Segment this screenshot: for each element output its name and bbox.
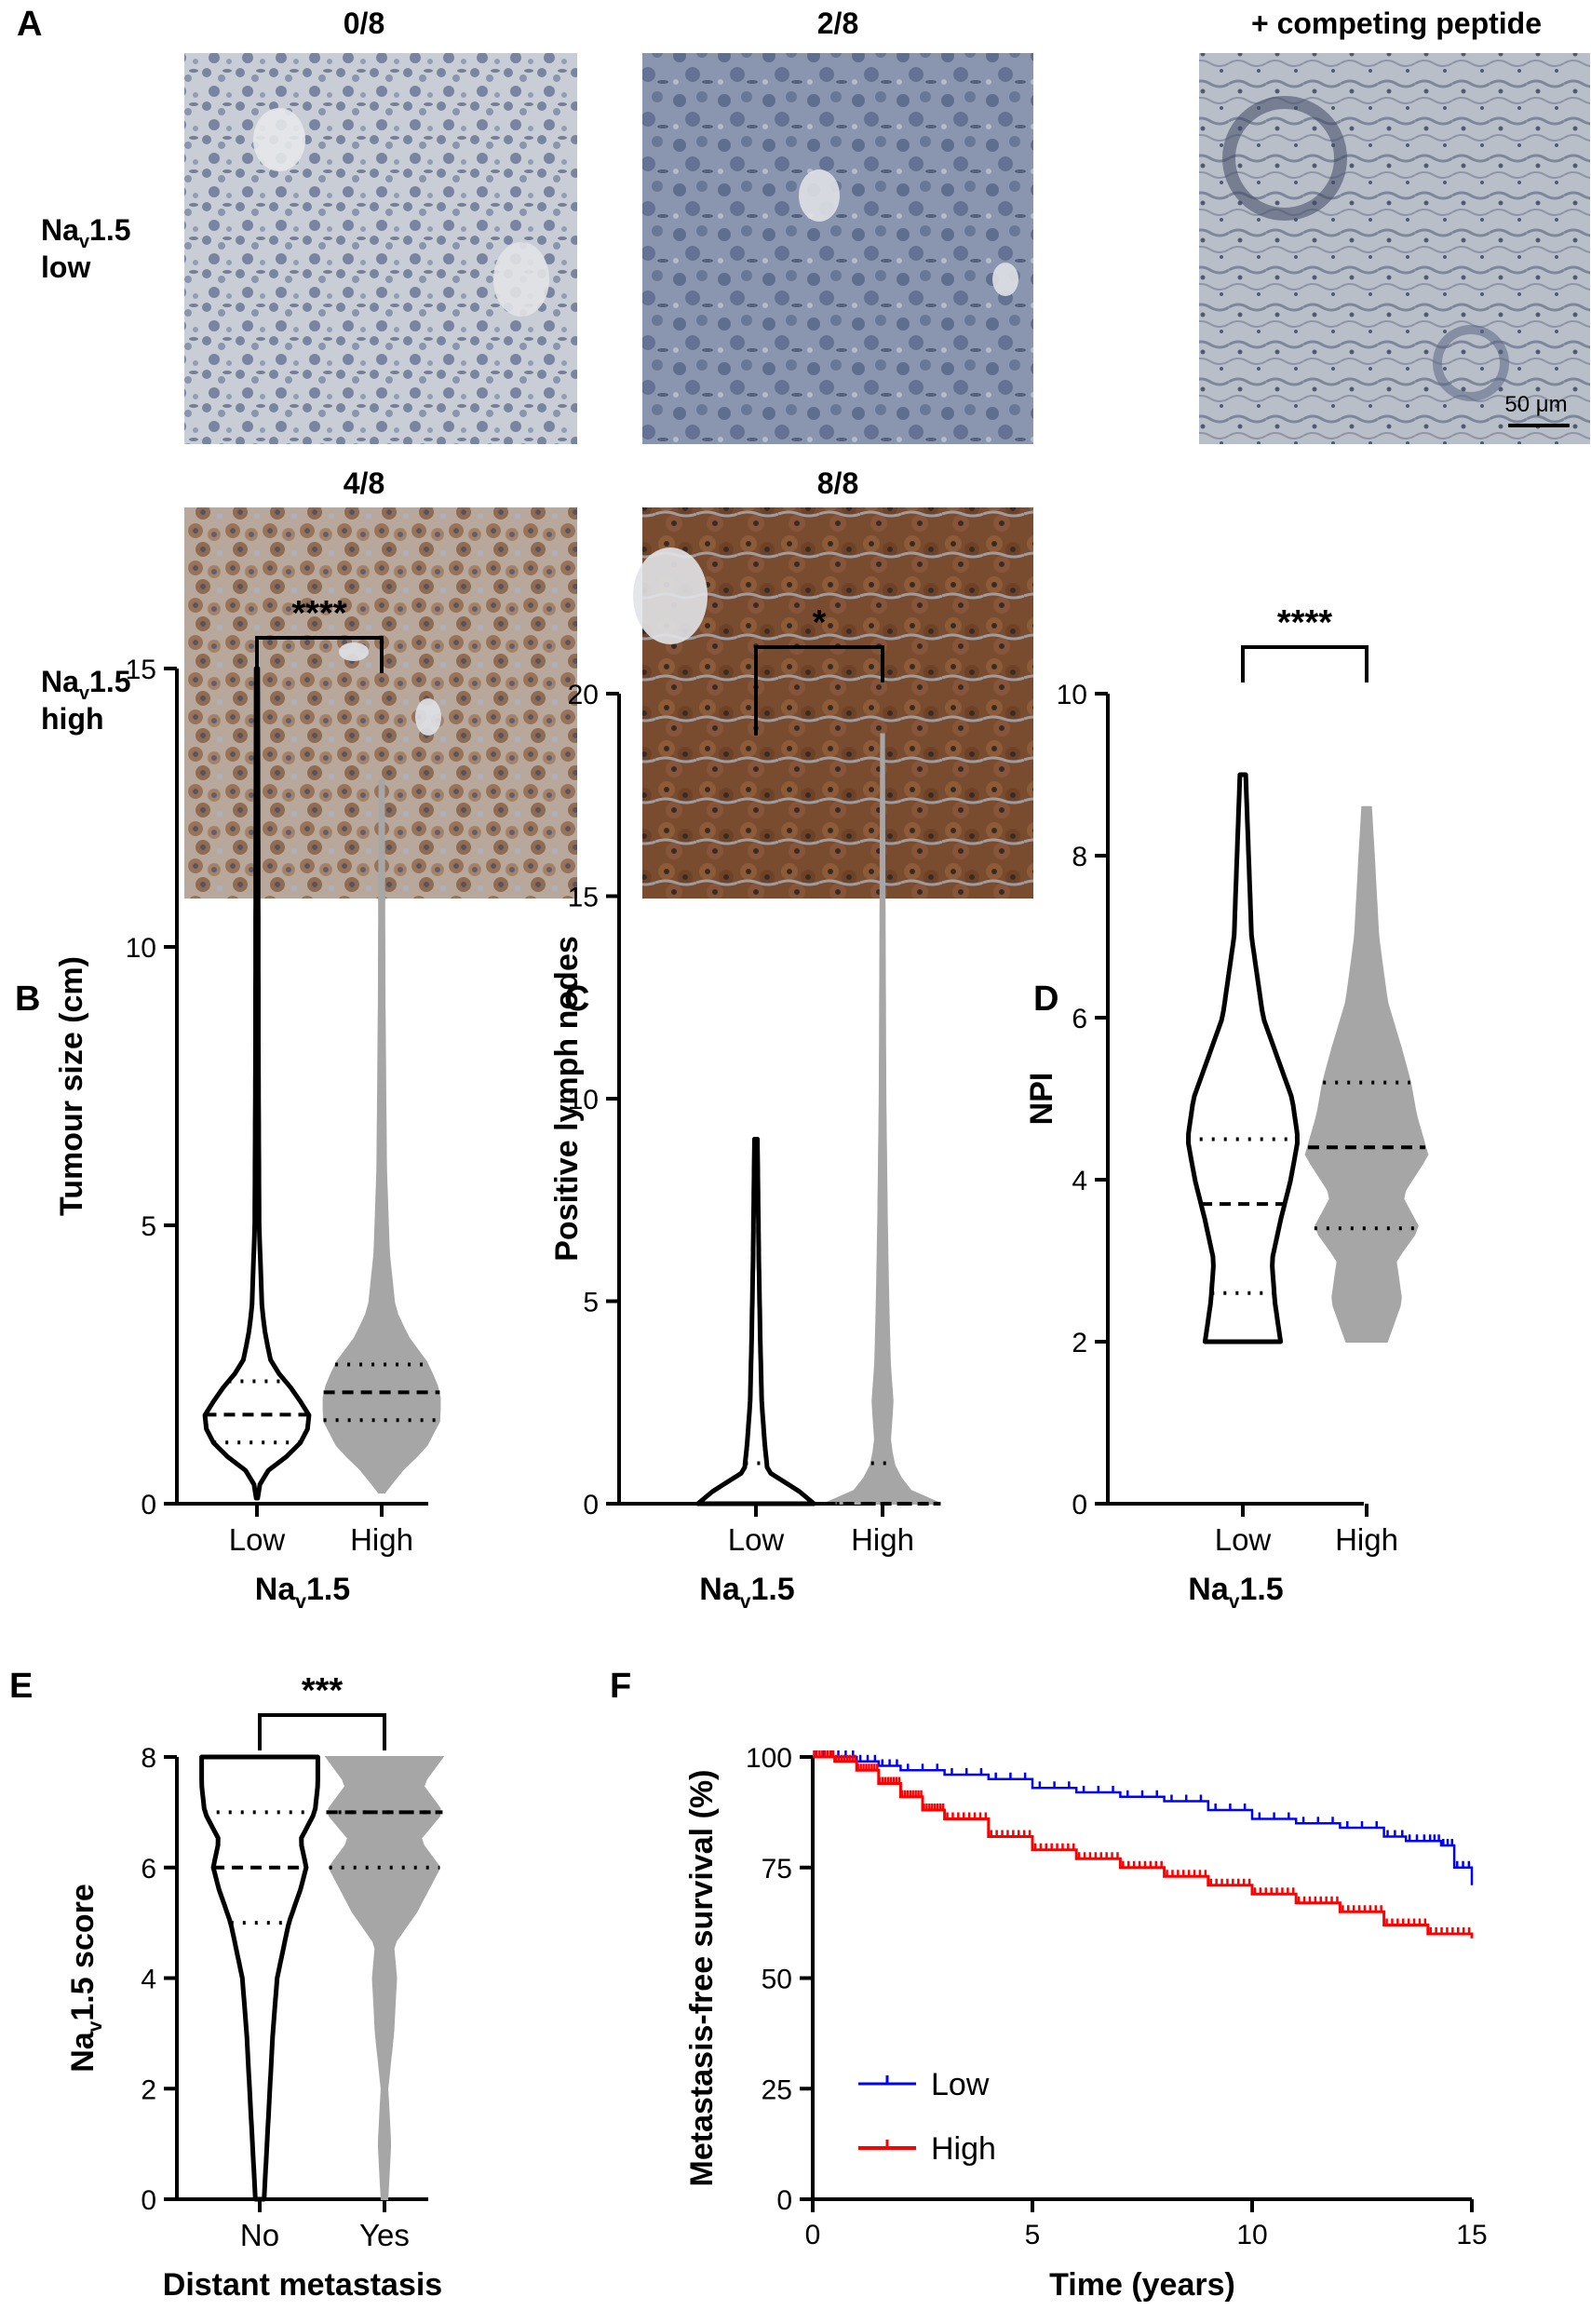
significance-bracket-b — [255, 636, 384, 673]
violin-high — [1304, 805, 1429, 1343]
x-tick-label: Low — [229, 1522, 286, 1557]
scale-bar — [1508, 424, 1570, 427]
x-tick-label: High — [1335, 1522, 1398, 1557]
ihc-image-2-8 — [642, 53, 1033, 444]
y-tick-label: 10 — [1057, 680, 1087, 710]
y-tick-label: 25 — [762, 2074, 792, 2105]
y-axis-label-b: Tumour size (cm) — [54, 956, 89, 1216]
x-axis-label-b: Nav1.5 — [255, 1572, 350, 1613]
y-axis-label-e: Nav1.5 score — [65, 1884, 106, 2073]
x-tick-label: High — [851, 1522, 914, 1557]
y-tick-label: 10 — [568, 1085, 599, 1115]
chart-c-lymph-nodes: C 0 5 10 15 20 Low High Nav1.5 Positive lymph nod… — [549, 603, 941, 1613]
significance-label-e: *** — [302, 1671, 344, 1710]
y-axis-label-c: Positive lymph nodes — [549, 936, 585, 1262]
image-title-4-8: 4/8 — [344, 466, 384, 500]
ihc-image-competing-peptide — [1199, 53, 1590, 444]
x-tick-label: 10 — [1236, 2220, 1267, 2250]
survival-curve-high — [813, 1755, 1474, 1939]
panel-letter-f: F — [610, 1667, 631, 1706]
row-label-low: Nav1.5 low — [41, 213, 139, 284]
x-axis-label-e: Distant metastasis — [163, 2267, 442, 2303]
chart-d-npi: D 0 2 4 6 8 10 Low High Nav1.5 NPI **** — [1024, 603, 1429, 1613]
y-tick-label: 2 — [1072, 1328, 1087, 1358]
x-axis-label-c: Nav1.5 — [699, 1572, 794, 1613]
panel-letter-d: D — [1033, 980, 1058, 1019]
x-tick-label: 15 — [1456, 2220, 1487, 2250]
image-title-0-8: 0/8 — [344, 7, 384, 40]
violin-low — [695, 1137, 816, 1507]
chart-f-survival: F 0 25 50 75 100 0 5 10 15 Time (years) Metastasis-… — [610, 1667, 1488, 2303]
x-tick-label: No — [240, 2218, 279, 2252]
panel-letter-b: B — [15, 980, 40, 1019]
y-tick-label: 8 — [1072, 842, 1087, 872]
ihc-image-8-8 — [642, 507, 1033, 899]
y-axis-label-f: Metastasis-free survival (%) — [684, 1770, 720, 2187]
y-tick-label: 6 — [141, 1854, 156, 1885]
significance-label-d: **** — [1277, 603, 1332, 642]
violin-high — [824, 733, 941, 1505]
row-label-high: Nav1.5 high — [41, 665, 139, 736]
y-tick-label: 75 — [762, 1854, 792, 1885]
x-tick-label: 0 — [805, 2220, 821, 2250]
survival-curve-low — [813, 1755, 1474, 1885]
y-tick-label: 0 — [776, 2185, 792, 2216]
x-axis-label-f: Time (years) — [1049, 2267, 1235, 2303]
panel-letter-e: E — [9, 1667, 33, 1706]
panel-letter-c: C — [564, 980, 589, 1019]
y-tick-label: 5 — [141, 1211, 156, 1242]
legend-label-high: High — [931, 2131, 996, 2167]
image-title-8-8: 8/8 — [817, 466, 858, 500]
panel-a: A 0/8 2/8 + competing peptide 4/8 8/8 50… — [17, 5, 1590, 899]
image-title-competing-peptide: + competing peptide — [1251, 7, 1542, 40]
chart-e-nav-score: E 0 2 4 6 8 No Yes Distant metastasis Nav1.5 scor… — [9, 1667, 445, 2303]
violin-yes — [324, 1756, 445, 2200]
x-axis-label-d: Nav1.5 — [1188, 1572, 1283, 1613]
legend-label-low: Low — [931, 2067, 990, 2102]
y-tick-label: 4 — [141, 1965, 156, 1995]
x-tick-label: High — [350, 1522, 413, 1557]
x-tick-label: Yes — [359, 2218, 410, 2252]
significance-label-c: * — [813, 603, 827, 642]
violin-high — [322, 778, 441, 1493]
y-tick-label: 15 — [568, 883, 599, 913]
y-tick-label: 0 — [141, 2185, 156, 2216]
y-tick-label: 50 — [762, 1965, 792, 1995]
y-tick-label: 15 — [126, 655, 156, 685]
y-tick-label: 10 — [126, 933, 156, 964]
y-axis-label-d: NPI — [1024, 1073, 1059, 1126]
x-tick-label: 5 — [1025, 2220, 1041, 2250]
y-tick-label: 6 — [1072, 1004, 1087, 1034]
y-tick-label: 0 — [141, 1490, 156, 1520]
x-tick-label: Low — [1215, 1522, 1272, 1557]
image-features — [253, 96, 1509, 736]
y-tick-label: 4 — [1072, 1166, 1087, 1196]
significance-bracket-e — [258, 1713, 386, 1750]
violin-low — [1186, 772, 1300, 1344]
panel-a-letter: A — [17, 5, 42, 44]
y-tick-label: 8 — [141, 1743, 156, 1774]
y-tick-label: 100 — [746, 1743, 792, 1774]
significance-bracket-c — [754, 645, 884, 736]
significance-label-b: **** — [291, 594, 346, 633]
y-tick-label: 0 — [583, 1490, 599, 1520]
violin-no — [199, 1754, 320, 2202]
x-tick-label: Low — [728, 1522, 785, 1557]
y-tick-label: 5 — [583, 1288, 599, 1318]
y-tick-label: 2 — [141, 2074, 156, 2105]
scale-bar-label: 50 μm — [1504, 392, 1567, 417]
image-title-2-8: 2/8 — [817, 7, 858, 40]
y-tick-label: 20 — [568, 680, 599, 710]
y-tick-label: 0 — [1072, 1490, 1087, 1520]
significance-bracket-d — [1241, 645, 1369, 682]
